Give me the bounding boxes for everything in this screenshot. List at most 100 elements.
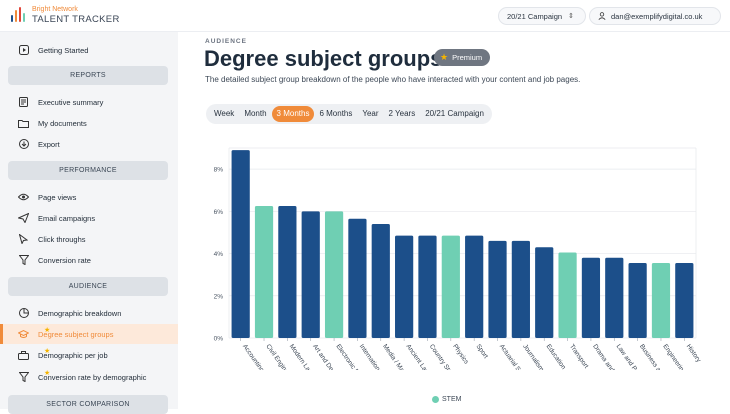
page-title: Degree subject groups xyxy=(204,46,443,71)
sidebar-item-conversion-rate-by-demographic[interactable]: ★ Conversion rate by demographic xyxy=(0,367,178,387)
sidebar-item-label: Getting Started xyxy=(38,45,89,55)
sidebar-item-click-throughs[interactable]: Click throughs xyxy=(0,229,178,249)
sidebar-item-label: Conversion rate xyxy=(38,255,91,265)
sidebar-item-label: Conversion rate by demographic xyxy=(38,372,147,382)
page-eyebrow: AUDIENCE xyxy=(205,38,247,45)
sidebar-item-label: Demographic per job xyxy=(38,350,108,360)
bar xyxy=(348,218,367,338)
tab-6-months[interactable]: 6 Months xyxy=(319,109,353,118)
x-tick-label: Education xyxy=(545,343,568,370)
bar xyxy=(488,240,507,338)
user-menu[interactable]: dan@exemplifydigital.co.uk xyxy=(589,7,721,25)
bar xyxy=(395,235,414,338)
bar xyxy=(675,263,694,338)
top-bar: Bright Network TALENT TRACKER 20/21 Camp… xyxy=(0,0,730,32)
star-icon: ★ xyxy=(440,52,449,62)
sidebar-item-label: Click throughs xyxy=(38,234,86,244)
bar xyxy=(465,235,484,338)
play-icon xyxy=(18,45,29,56)
bar xyxy=(605,257,624,338)
x-tick-label: Engineering xyxy=(661,343,687,370)
y-tick-label: 8% xyxy=(214,167,224,174)
pie-chart-icon xyxy=(18,308,29,319)
bar xyxy=(558,252,577,338)
send-icon xyxy=(18,213,29,224)
section-audience: AUDIENCE xyxy=(8,277,168,296)
x-tick-label: Journalism xyxy=(521,343,545,370)
premium-star-icon: ★ xyxy=(44,347,51,355)
campaign-selector[interactable]: 20/21 Campaign ⇕ xyxy=(498,7,586,25)
sidebar-item-getting-started[interactable]: Getting Started xyxy=(0,40,178,60)
bar xyxy=(628,263,647,338)
bar xyxy=(535,247,554,338)
tab-3-months[interactable]: 3 Months xyxy=(271,106,315,122)
tab-2-years[interactable]: 2 Years xyxy=(388,109,416,118)
document-icon xyxy=(18,97,29,108)
brand-subtitle: Bright Network xyxy=(32,6,78,13)
page-subtitle: The detailed subject group breakdown of … xyxy=(205,75,581,84)
x-tick-label: Physics xyxy=(451,343,470,366)
premium-star-icon: ★ xyxy=(44,326,51,334)
sidebar-item-label: My documents xyxy=(38,118,87,128)
graduation-cap-icon: ★ xyxy=(18,327,50,340)
sidebar-item-label: Export xyxy=(38,139,60,149)
bar xyxy=(418,235,437,338)
sidebar-item-my-documents[interactable]: My documents xyxy=(0,113,178,133)
chart-legend: STEM xyxy=(432,396,461,403)
logo[interactable]: Bright Network TALENT TRACKER xyxy=(10,6,120,25)
section-sector-comparison: SECTOR COMPARISON xyxy=(8,395,168,414)
bar xyxy=(254,206,274,338)
sidebar-item-demographic-breakdown[interactable]: Demographic breakdown xyxy=(0,303,178,323)
x-tick-label: History xyxy=(685,343,703,364)
funnel-icon xyxy=(18,255,29,266)
campaign-selector-label: 20/21 Campaign xyxy=(507,11,563,21)
tab-year[interactable]: Year xyxy=(362,109,379,118)
sidebar-item-executive-summary[interactable]: Executive summary xyxy=(0,92,178,112)
sidebar-item-label: Degree subject groups xyxy=(38,329,114,339)
bar xyxy=(301,211,320,338)
sidebar-item-degree-subject-groups[interactable]: ★ Degree subject groups xyxy=(0,324,178,344)
cursor-icon xyxy=(18,234,29,245)
x-tick-label: Sport xyxy=(475,343,490,360)
bar xyxy=(231,150,250,338)
bar xyxy=(651,263,671,338)
sidebar-item-label: Demographic breakdown xyxy=(38,308,122,318)
premium-label: Premium xyxy=(452,53,483,62)
sidebar-item-label: Executive summary xyxy=(38,97,104,107)
bar xyxy=(581,257,601,338)
folder-icon xyxy=(18,118,29,129)
brand-title: TALENT TRACKER xyxy=(32,14,120,25)
x-tick-label: Accounting xyxy=(241,343,265,370)
bar xyxy=(511,240,530,338)
bar xyxy=(278,206,297,338)
sidebar-item-email-campaigns[interactable]: Email campaigns xyxy=(0,208,178,228)
premium-star-icon: ★ xyxy=(44,369,51,377)
x-tick-label: Transport xyxy=(568,343,590,370)
sidebar-item-page-views[interactable]: Page views xyxy=(0,187,178,207)
y-tick-label: 6% xyxy=(214,209,224,216)
sidebar: Getting Started REPORTS Executive summar… xyxy=(0,32,178,414)
y-tick-label: 0% xyxy=(214,336,224,343)
y-tick-label: 4% xyxy=(214,251,224,258)
logo-bars-icon xyxy=(10,6,28,22)
bar xyxy=(324,211,344,338)
premium-badge: ★ Premium xyxy=(434,49,491,66)
bar xyxy=(441,235,460,338)
sidebar-item-demographic-per-job[interactable]: ★ Demographic per job xyxy=(0,345,178,365)
tab-month[interactable]: Month xyxy=(244,109,267,118)
section-reports: REPORTS xyxy=(8,66,168,85)
section-performance: PERFORMANCE xyxy=(8,161,168,180)
sidebar-item-label: Email campaigns xyxy=(38,213,96,223)
legend-label: STEM xyxy=(442,396,462,403)
time-range-tabs: Week Month 3 Months 6 Months Year 2 Year… xyxy=(206,104,492,124)
briefcase-icon: ★ xyxy=(18,348,50,361)
main-content: AUDIENCE Degree subject groups ★ Premium… xyxy=(178,32,730,409)
user-icon xyxy=(598,12,606,20)
legend-swatch xyxy=(432,396,439,403)
user-email: dan@exemplifydigital.co.uk xyxy=(611,11,703,21)
tab-20-21-campaign[interactable]: 20/21 Campaign xyxy=(425,109,484,118)
sidebar-item-export[interactable]: Export xyxy=(0,134,178,154)
eye-icon xyxy=(18,192,29,203)
sidebar-item-conversion-rate[interactable]: Conversion rate xyxy=(0,250,178,270)
tab-week[interactable]: Week xyxy=(214,109,235,118)
